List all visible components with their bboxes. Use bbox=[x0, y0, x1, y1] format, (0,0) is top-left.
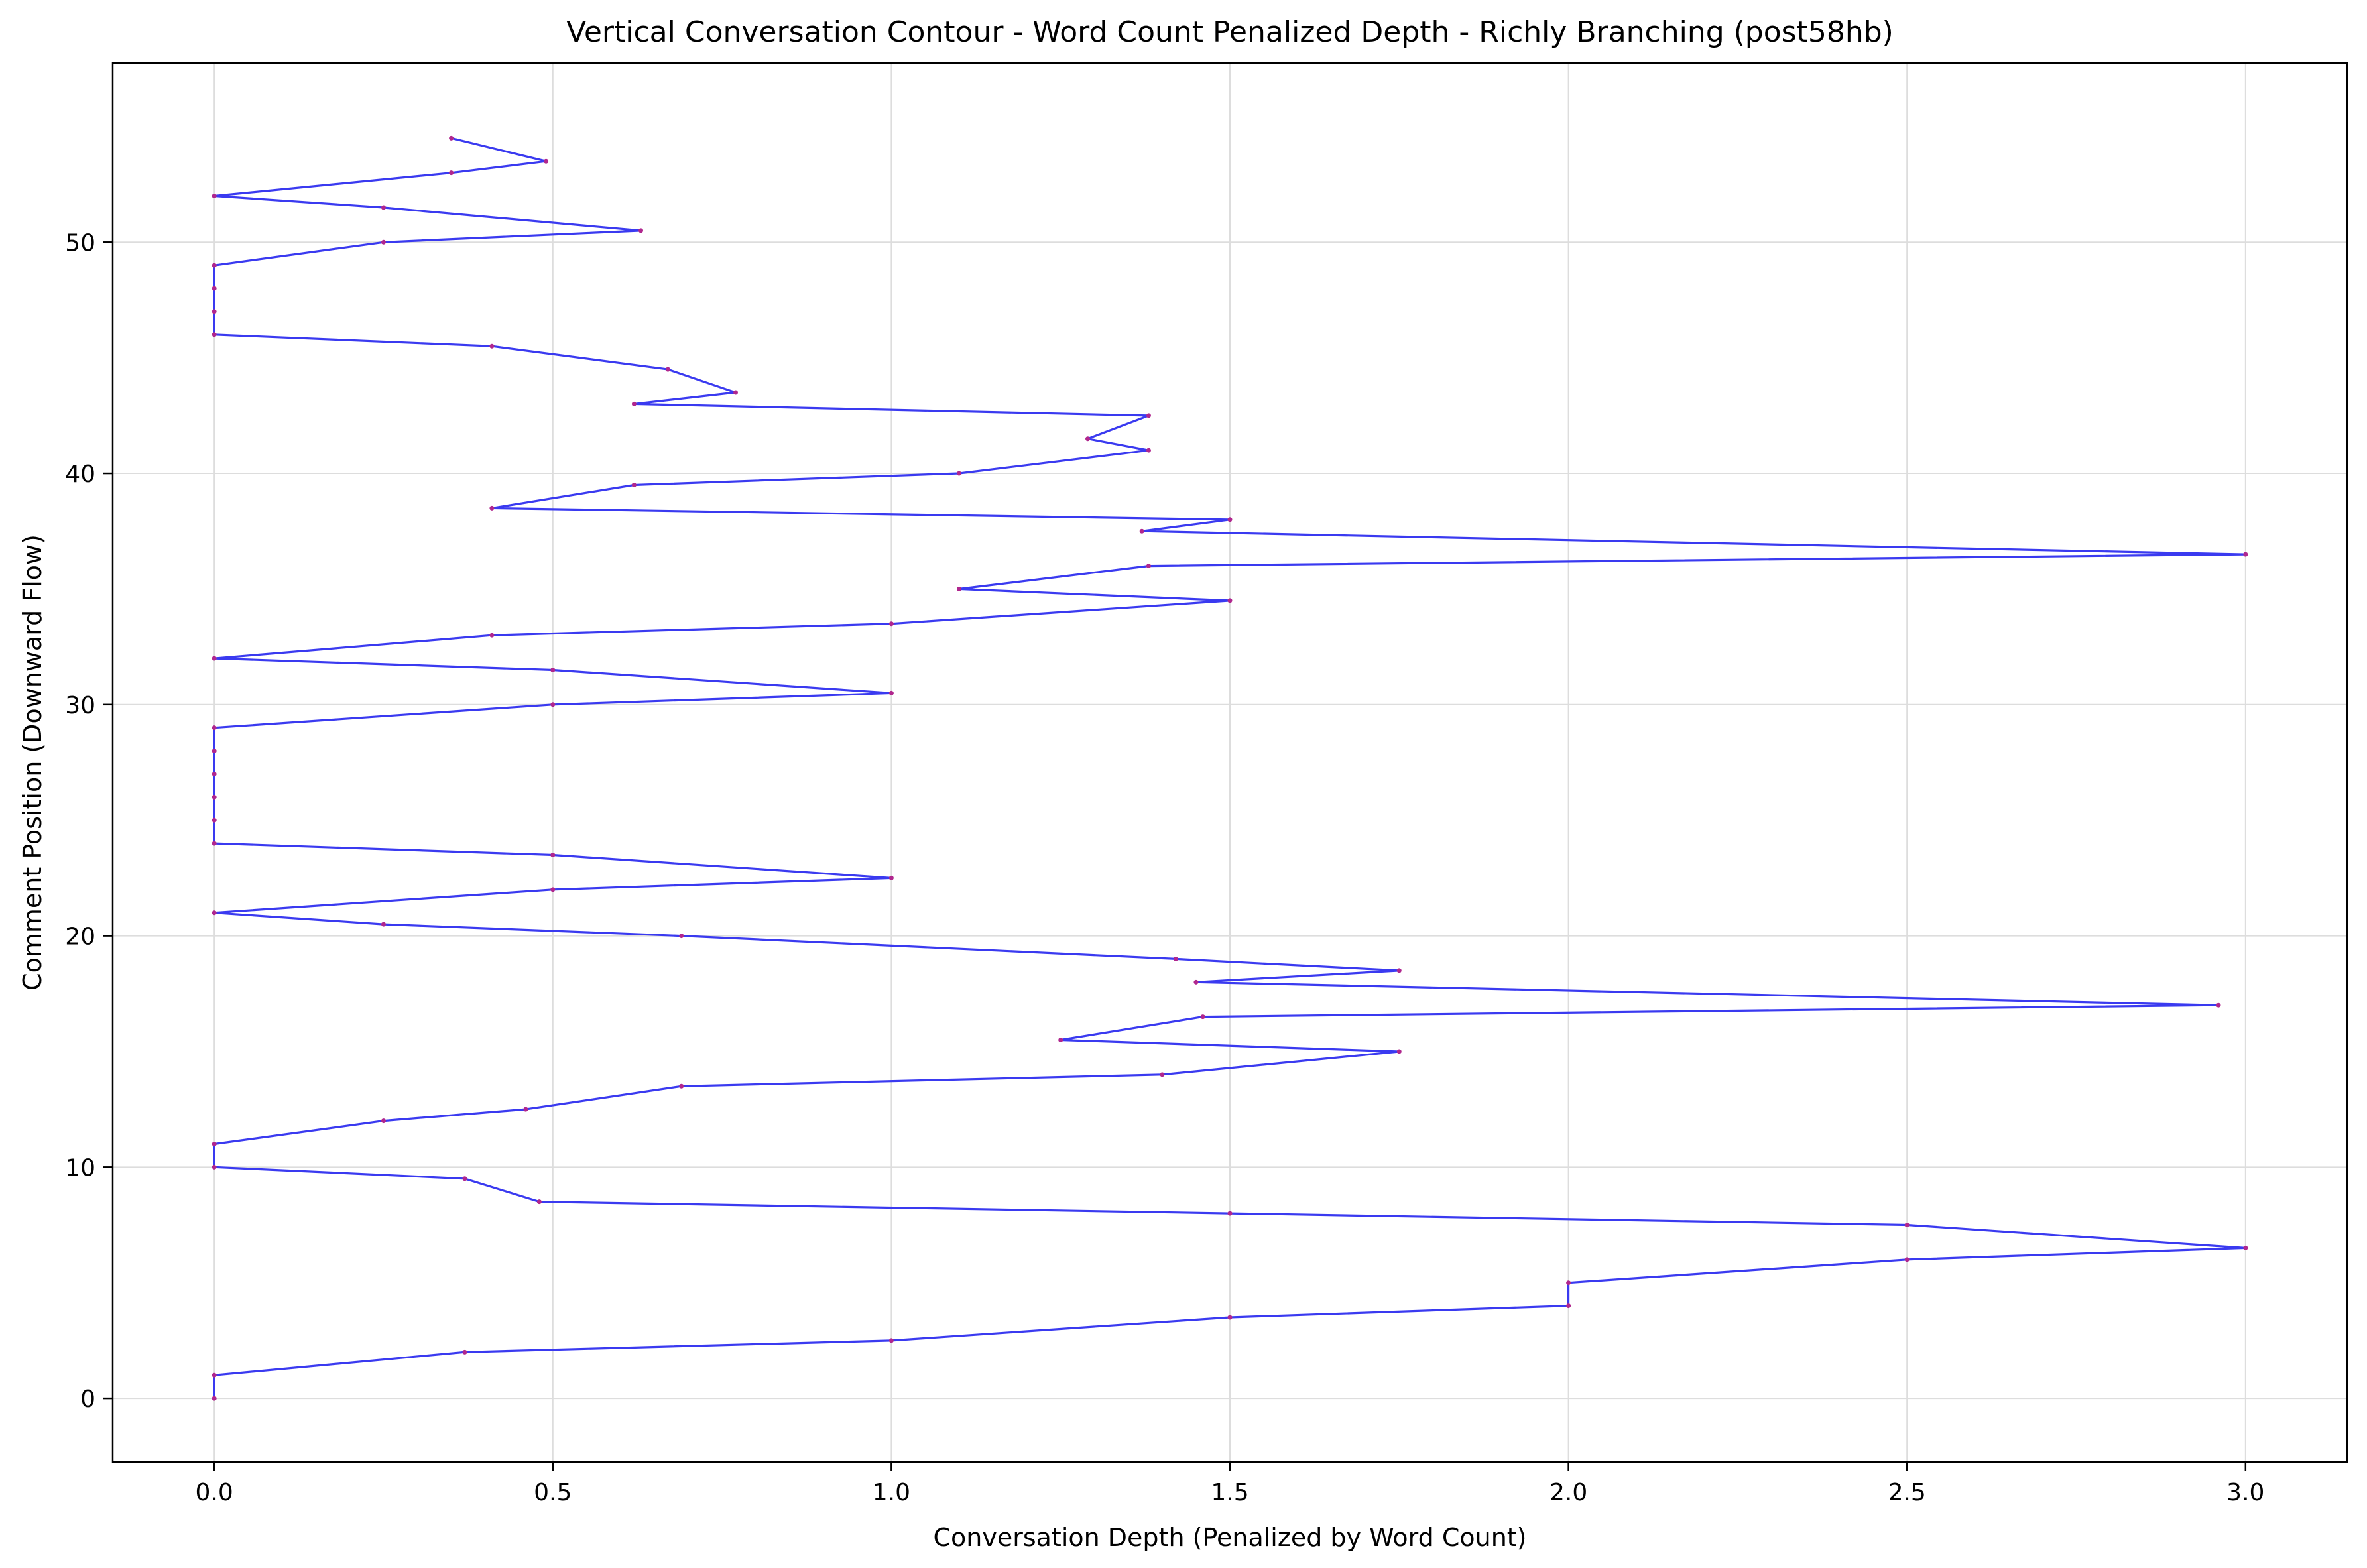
data-point bbox=[1146, 413, 1151, 418]
data-point bbox=[1200, 1014, 1205, 1020]
data-point bbox=[212, 286, 217, 291]
data-point bbox=[462, 1176, 467, 1181]
x-tick-label: 0.5 bbox=[534, 1479, 572, 1506]
data-point bbox=[212, 263, 217, 268]
y-tick-label: 0 bbox=[80, 1386, 95, 1413]
data-point bbox=[550, 853, 556, 858]
data-point bbox=[2243, 1245, 2248, 1250]
data-point bbox=[1227, 517, 1233, 522]
data-point bbox=[212, 1141, 217, 1146]
data-point bbox=[733, 390, 739, 395]
y-tick-label: 50 bbox=[65, 229, 95, 257]
data-point bbox=[2216, 1002, 2221, 1008]
data-point bbox=[550, 667, 556, 672]
data-point bbox=[888, 621, 894, 627]
data-point bbox=[1904, 1257, 1910, 1262]
x-tick-label: 0.0 bbox=[196, 1479, 233, 1506]
y-tick-label: 40 bbox=[65, 461, 95, 488]
data-point bbox=[1227, 598, 1233, 603]
data-point bbox=[449, 135, 454, 141]
chart-title: Vertical Conversation Contour - Word Cou… bbox=[566, 15, 1894, 49]
data-point bbox=[212, 332, 217, 337]
data-point bbox=[212, 1164, 217, 1170]
y-tick-label: 20 bbox=[65, 924, 95, 951]
data-point bbox=[489, 343, 495, 349]
x-tick-label: 1.5 bbox=[1211, 1479, 1248, 1506]
data-point bbox=[1085, 436, 1091, 442]
y-tick-label: 10 bbox=[65, 1154, 95, 1181]
data-point bbox=[212, 309, 217, 314]
data-point bbox=[212, 841, 217, 846]
data-point bbox=[888, 690, 894, 695]
data-point bbox=[212, 771, 217, 776]
series-layer bbox=[212, 135, 2248, 1401]
data-point bbox=[212, 725, 217, 731]
data-point bbox=[638, 228, 644, 233]
data-point bbox=[489, 505, 495, 511]
data-point bbox=[1227, 1315, 1233, 1320]
data-point bbox=[489, 633, 495, 638]
data-point bbox=[212, 656, 217, 661]
data-point bbox=[631, 401, 637, 406]
data-point bbox=[1160, 1072, 1165, 1077]
data-point bbox=[212, 1396, 217, 1401]
x-tick-label: 1.0 bbox=[873, 1479, 910, 1506]
data-point bbox=[381, 1118, 386, 1124]
data-point bbox=[1146, 448, 1151, 453]
data-point bbox=[957, 586, 962, 591]
data-point bbox=[523, 1107, 528, 1112]
x-axis-label: Conversation Depth (Penalized by Word Co… bbox=[933, 1523, 1526, 1552]
data-point bbox=[888, 875, 894, 880]
data-point bbox=[1146, 564, 1151, 569]
data-point bbox=[462, 1349, 467, 1355]
data-point bbox=[212, 817, 217, 823]
data-point bbox=[957, 471, 962, 476]
data-point bbox=[1173, 956, 1178, 961]
data-point bbox=[449, 170, 454, 176]
data-point bbox=[212, 1372, 217, 1378]
data-point bbox=[381, 205, 386, 210]
data-point bbox=[550, 887, 556, 892]
data-point bbox=[381, 922, 386, 927]
data-point bbox=[1566, 1280, 1571, 1286]
data-point bbox=[536, 1199, 542, 1205]
axis-ticks: 0.0 0.5 1.0 1.5 2.0 2.5 3.0 0 10 20 30 40 50 bbox=[65, 229, 2264, 1506]
y-tick-label: 30 bbox=[65, 692, 95, 719]
data-point bbox=[212, 910, 217, 916]
data-point bbox=[544, 158, 549, 164]
data-point bbox=[665, 367, 670, 372]
data-point bbox=[212, 794, 217, 800]
data-point bbox=[888, 1338, 894, 1343]
grid-lines bbox=[113, 63, 2347, 1462]
x-tick-label: 3.0 bbox=[2226, 1479, 2264, 1506]
data-point bbox=[1904, 1223, 1910, 1228]
data-point bbox=[1139, 528, 1144, 534]
data-point bbox=[1193, 979, 1199, 985]
y-axis-label: Comment Position (Downward Flow) bbox=[18, 534, 47, 991]
data-point bbox=[212, 749, 217, 754]
data-point bbox=[1566, 1303, 1571, 1309]
data-point bbox=[679, 934, 684, 939]
data-point bbox=[550, 702, 556, 707]
data-point bbox=[212, 194, 217, 199]
data-point bbox=[1396, 968, 1402, 973]
data-point bbox=[1058, 1038, 1063, 1043]
data-point bbox=[1227, 1211, 1233, 1216]
data-point bbox=[631, 482, 637, 487]
data-point bbox=[381, 239, 386, 245]
data-point bbox=[2243, 552, 2248, 557]
x-tick-label: 2.0 bbox=[1549, 1479, 1587, 1506]
data-point bbox=[1396, 1049, 1402, 1054]
x-tick-label: 2.5 bbox=[1888, 1479, 1926, 1506]
data-point bbox=[679, 1083, 684, 1089]
